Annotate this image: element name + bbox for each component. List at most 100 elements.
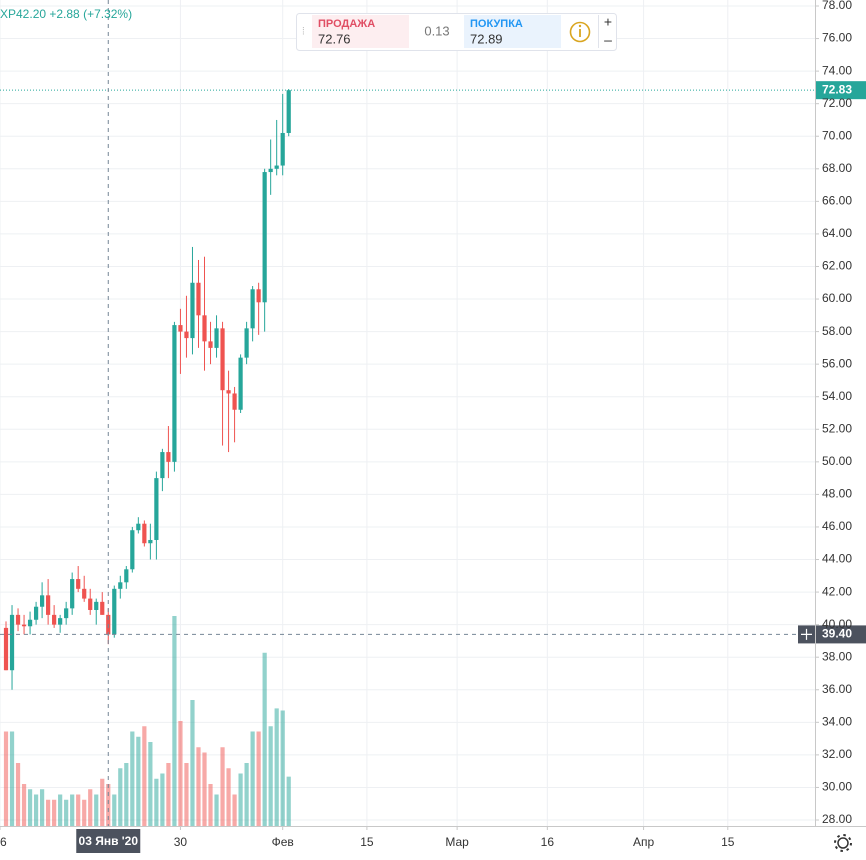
candle-body: [208, 341, 213, 348]
candle-body: [166, 452, 171, 462]
x-tick-label: 6: [0, 835, 7, 849]
header-text: ХР42.20 +2.88 (+7.32%): [0, 7, 132, 21]
y-tick-label: 76.00: [822, 31, 852, 45]
y-tick-label: 54.00: [822, 389, 852, 403]
y-tick-label: 72.00: [822, 96, 852, 110]
candle-body: [88, 598, 93, 610]
volume-bar: [88, 789, 93, 826]
trade-widget: ⁞ ПРОДАЖА 72.76 0.13 ПОКУПКА 72.89 + –: [296, 13, 617, 51]
plus-button[interactable]: +: [604, 14, 612, 30]
x-tick-label: 16: [541, 835, 555, 849]
candle-body: [39, 595, 45, 607]
y-tick-label: 50.00: [822, 454, 852, 468]
settings-gear[interactable]: [834, 834, 852, 852]
crosshair-price-box: [816, 625, 866, 644]
candle-body: [274, 165, 279, 169]
sell-price: 72.76: [318, 31, 351, 46]
candle-body: [196, 282, 201, 316]
buy-box[interactable]: [464, 15, 561, 48]
candle-body: [136, 523, 141, 531]
volume-bar: [244, 763, 249, 826]
volume-bar: [27, 789, 33, 826]
volume-bar: [196, 747, 201, 826]
volume-bar: [76, 794, 81, 826]
volume-bar: [238, 773, 243, 826]
candle-body: [76, 579, 81, 589]
volume-bar: [148, 742, 153, 826]
volume-bar: [262, 652, 267, 826]
candle-body: [3, 627, 9, 671]
y-tick-label: 64.00: [822, 226, 852, 240]
candle-body: [130, 530, 135, 570]
candle-body: [178, 325, 183, 332]
candle-body: [21, 624, 27, 627]
candle-body: [244, 328, 249, 358]
y-tick-label: 28.00: [822, 812, 852, 826]
info-icon-dot: [578, 24, 582, 28]
volume-bar: [208, 784, 213, 826]
x-tick-label: 15: [360, 835, 374, 849]
drag-handle[interactable]: ⁞: [302, 27, 305, 38]
y-tick-label: 66.00: [822, 194, 852, 208]
candle-body: [27, 619, 33, 627]
y-tick-label: 42.00: [822, 584, 852, 598]
y-tick-label: 74.00: [822, 63, 852, 77]
candle-body: [70, 579, 75, 609]
volume-bar: [232, 794, 237, 826]
spread: 0.13: [424, 23, 449, 38]
volume-bar: [9, 731, 15, 826]
sell-box[interactable]: [312, 15, 409, 48]
volume-bar: [106, 784, 111, 826]
candle-body: [100, 601, 105, 615]
candle-body: [172, 325, 177, 462]
x-tick-label: Мар: [445, 835, 469, 849]
volume-bar: [274, 708, 279, 826]
candle-body: [94, 601, 99, 610]
candle-body: [46, 595, 51, 615]
volume-bar: [64, 799, 69, 826]
x-tick-label: 30: [174, 835, 188, 849]
last-price-label: 72.83: [822, 82, 852, 96]
volume-bar: [136, 736, 141, 826]
candle-body: [82, 588, 87, 599]
volume-bar: [160, 773, 165, 826]
candles: [3, 89, 291, 690]
buy-label: ПОКУПКА: [470, 18, 523, 30]
volume-bar: [130, 731, 135, 826]
candle-body: [148, 539, 153, 544]
volume-bar: [100, 778, 105, 826]
candle-body: [286, 90, 291, 133]
y-tick-label: 38.00: [822, 649, 852, 663]
y-tick-label: 34.00: [822, 714, 852, 728]
candle-body: [226, 390, 231, 394]
candle-body: [268, 168, 273, 173]
candle-body: [15, 614, 21, 625]
volume-bar: [220, 747, 225, 826]
volume-bar: [202, 752, 207, 826]
volume-bar: [184, 763, 189, 826]
candle-body: [280, 132, 285, 166]
y-tick-label: 62.00: [822, 259, 852, 273]
gear-teeth: [834, 834, 852, 852]
minus-button[interactable]: –: [604, 32, 612, 48]
gear-ring: [837, 837, 849, 849]
y-tick-label: 48.00: [822, 487, 852, 501]
crosshair-price-label: 39.40: [822, 627, 852, 641]
last-price-box: [816, 81, 866, 100]
crosshair-plus: [801, 628, 812, 640]
y-tick-label: 46.00: [822, 519, 852, 533]
info-icon[interactable]: [569, 21, 591, 43]
y-tick-label: 32.00: [822, 747, 852, 761]
volume-bar: [124, 763, 129, 826]
y-tick-label: 30.00: [822, 780, 852, 794]
volume-bar: [46, 799, 51, 826]
x-tick-label: Фев: [272, 835, 294, 849]
candle-body: [220, 328, 225, 391]
volume-bar: [286, 776, 291, 826]
y-tick-label: 78.00: [822, 0, 852, 12]
volume-bar: [33, 794, 39, 826]
y-tick-label: 36.00: [822, 682, 852, 696]
